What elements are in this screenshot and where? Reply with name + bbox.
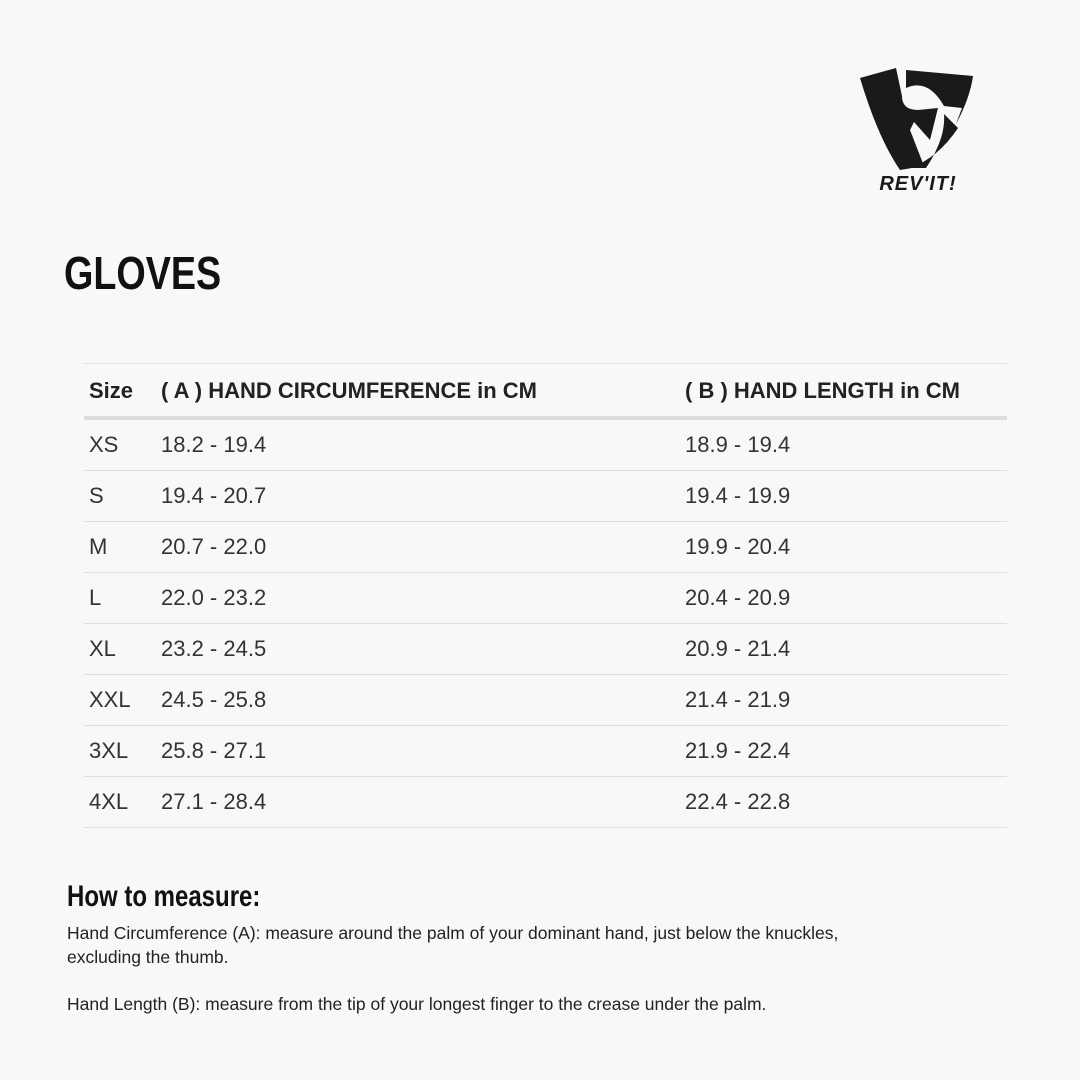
circumference-instructions: Hand Circumference (A): measure around t… [67,923,839,967]
cell-length: 19.4 - 19.9 [680,470,1007,522]
cell-size: XXL [84,674,156,726]
logo-shield-icon [860,68,938,170]
how-to-measure-section: How to measure: [67,880,309,914]
cell-circumference: 19.4 - 20.7 [156,470,680,522]
cell-circumference: 23.2 - 24.5 [156,623,680,675]
table-row: XXL 24.5 - 25.8 21.4 - 21.9 [84,674,1007,726]
cell-size: 4XL [84,776,156,828]
cell-size: 3XL [84,725,156,777]
how-to-measure-heading: How to measure: [67,880,261,913]
cell-size: S [84,470,156,522]
table-row: M 20.7 - 22.0 19.9 - 20.4 [84,521,1007,573]
size-chart-table: Size ( A ) HAND CIRCUMFERENCE in CM ( B … [84,363,1007,828]
cell-circumference: 27.1 - 28.4 [156,776,680,828]
cell-circumference: 22.0 - 23.2 [156,572,680,624]
cell-length: 21.4 - 21.9 [680,674,1007,726]
cell-size: XL [84,623,156,675]
cell-circumference: 20.7 - 22.0 [156,521,680,573]
cell-size: XS [84,418,156,471]
length-instructions: Hand Length (B): measure from the tip of… [67,994,767,1014]
logo-wordmark: REV'IT! [879,173,956,195]
cell-circumference: 24.5 - 25.8 [156,674,680,726]
table-row: S 19.4 - 20.7 19.4 - 19.9 [84,470,1007,522]
table-row: XS 18.2 - 19.4 18.9 - 19.4 [84,418,1007,471]
header-size: Size [84,363,156,420]
table-header-row: Size ( A ) HAND CIRCUMFERENCE in CM ( B … [84,363,1007,420]
header-circumference: ( A ) HAND CIRCUMFERENCE in CM [156,363,680,420]
cell-length: 20.4 - 20.9 [680,572,1007,624]
header-length: ( B ) HAND LENGTH in CM [680,363,1007,420]
page-title: GLOVES [64,247,222,299]
logo-shield-icon-right [906,70,973,168]
revit-logo: REV'IT! [860,68,973,195]
table-row: 3XL 25.8 - 27.1 21.9 - 22.4 [84,725,1007,777]
cell-length: 18.9 - 19.4 [680,418,1007,471]
cell-size: M [84,521,156,573]
cell-circumference: 25.8 - 27.1 [156,725,680,777]
cell-size: L [84,572,156,624]
table-row: L 22.0 - 23.2 20.4 - 20.9 [84,572,1007,624]
table-row: XL 23.2 - 24.5 20.9 - 21.4 [84,623,1007,675]
cell-circumference: 18.2 - 19.4 [156,418,680,471]
cell-length: 19.9 - 20.4 [680,521,1007,573]
cell-length: 20.9 - 21.4 [680,623,1007,675]
cell-length: 22.4 - 22.8 [680,776,1007,828]
table-row: 4XL 27.1 - 28.4 22.4 - 22.8 [84,776,1007,828]
cell-length: 21.9 - 22.4 [680,725,1007,777]
